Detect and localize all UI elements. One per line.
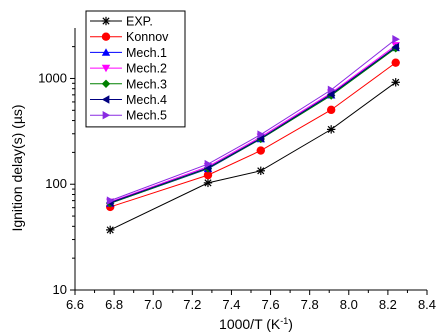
data-point: [102, 111, 111, 120]
legend-item: Mech.5: [90, 109, 167, 123]
data-point: [101, 32, 111, 41]
legend-label: Mech.4: [126, 93, 167, 107]
data-point: [106, 196, 115, 205]
y-axis: 10 100 1000: [38, 46, 75, 297]
x-tick-label: 8.2: [379, 297, 397, 312]
x-tick-label: 8.4: [418, 297, 436, 312]
data-point: [101, 64, 111, 73]
x-tick-label: 7.4: [222, 297, 240, 312]
data-point: [256, 166, 265, 175]
y-tick-label: 100: [45, 176, 67, 191]
series-exp: [106, 78, 400, 235]
asterisk-stroke: [102, 17, 110, 25]
asterisk-stroke: [106, 226, 114, 234]
legend-label: EXP.: [126, 15, 153, 29]
legend-item: Mech.1: [90, 46, 167, 60]
data-point: [391, 78, 400, 87]
asterisk-stroke: [392, 78, 400, 86]
x-tick-label: 7.6: [262, 297, 280, 312]
y-axis-label: Ignition delay(s) (µs): [9, 104, 25, 231]
x-tick-label: 6.8: [105, 297, 123, 312]
data-point: [327, 85, 336, 95]
data-point: [326, 105, 336, 115]
data-point: [326, 89, 335, 99]
asterisk-stroke: [257, 167, 265, 175]
data-point: [256, 146, 265, 155]
x-tick-label: 8.0: [340, 297, 358, 312]
data-point: [203, 170, 213, 180]
legend-label: Mech.3: [126, 77, 167, 91]
data-point: [101, 16, 111, 26]
asterisk-stroke: [327, 125, 335, 133]
asterisk-stroke: [204, 179, 212, 187]
data-point: [203, 178, 213, 188]
x-tick-label: 7.8: [301, 297, 319, 312]
legend-label: Mech.2: [126, 62, 167, 76]
data-point: [101, 95, 110, 104]
data-point: [256, 134, 265, 143]
series-mech-5: [106, 35, 400, 205]
x-tick-label: 7.0: [144, 297, 162, 312]
legend-label: Mech.5: [126, 109, 167, 123]
y-tick-label: 1000: [38, 70, 67, 85]
legend-item: EXP.: [90, 15, 153, 29]
legend-item: Mech.4: [90, 93, 167, 107]
legend-item: Mech.3: [90, 77, 167, 91]
series-mech-4: [106, 42, 400, 207]
legend-item: Mech.2: [90, 62, 167, 76]
legend-item: Konnov: [90, 30, 169, 44]
data-point: [392, 35, 400, 44]
data-point: [257, 130, 265, 139]
legend-label: Mech.1: [126, 46, 167, 60]
legend-label: Konnov: [126, 30, 169, 44]
data-point: [204, 159, 213, 169]
data-point: [391, 58, 400, 67]
x-axis: 6.6 6.8 7.0 7.2 7.4 7.6 7.8 8.0 8.2 8.4: [66, 290, 436, 312]
x-tick-label: 7.2: [183, 297, 201, 312]
x-tick-label: 6.6: [66, 297, 84, 312]
data-point: [391, 42, 400, 52]
legend-box: [85, 10, 186, 128]
series-layer: [106, 35, 400, 235]
data-point: [101, 79, 111, 88]
x-axis-label: 1000/T (K-1): [219, 316, 293, 332]
data-point: [106, 225, 115, 235]
data-point: [101, 48, 111, 56]
data-point: [326, 125, 336, 134]
y-tick-label: 10: [53, 282, 67, 297]
data-point: [203, 163, 212, 173]
